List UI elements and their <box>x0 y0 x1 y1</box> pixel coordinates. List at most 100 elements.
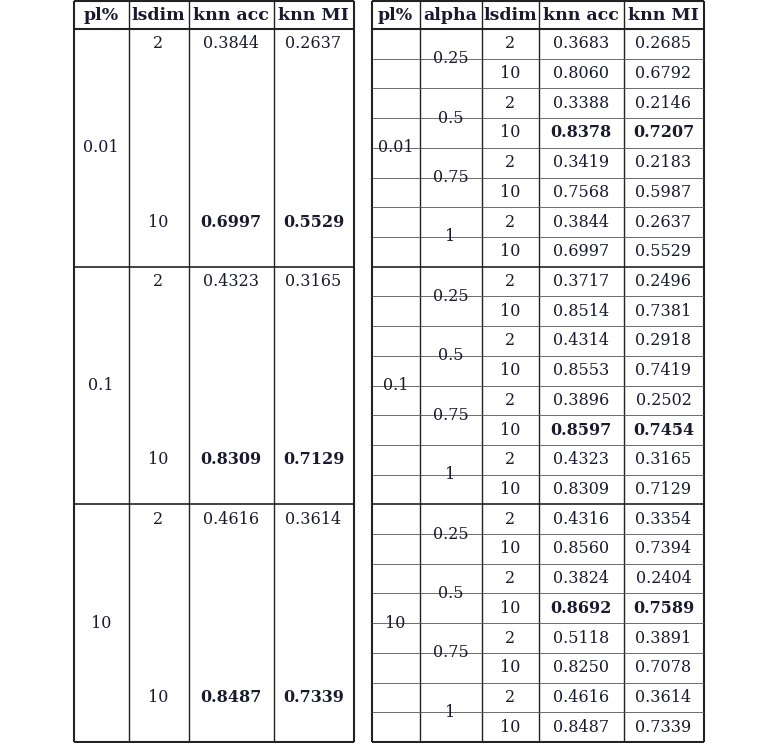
Text: 0.7129: 0.7129 <box>636 481 692 498</box>
Text: 2: 2 <box>505 689 515 706</box>
Text: 2: 2 <box>505 273 515 290</box>
Text: 10: 10 <box>500 125 520 141</box>
Text: 0.3165: 0.3165 <box>285 273 342 290</box>
Text: 0.75: 0.75 <box>433 406 469 424</box>
Text: 0.3896: 0.3896 <box>553 392 609 409</box>
Text: 0.2183: 0.2183 <box>636 155 692 171</box>
Text: 2: 2 <box>505 570 515 587</box>
Text: 0.4616: 0.4616 <box>553 689 609 706</box>
Text: 0.2496: 0.2496 <box>636 273 692 290</box>
Text: 0.7381: 0.7381 <box>636 302 692 319</box>
Text: 0.7394: 0.7394 <box>636 540 692 557</box>
Text: 10: 10 <box>500 243 520 260</box>
Text: 0.2404: 0.2404 <box>636 570 692 587</box>
Text: 0.8553: 0.8553 <box>553 362 609 379</box>
Text: 10: 10 <box>500 421 520 438</box>
Text: 10: 10 <box>500 302 520 319</box>
Text: 0.8060: 0.8060 <box>553 65 609 82</box>
Text: 10: 10 <box>500 718 520 736</box>
Text: 0.6792: 0.6792 <box>636 65 692 82</box>
Text: 0.3388: 0.3388 <box>553 95 609 111</box>
Text: 1: 1 <box>445 704 455 721</box>
Text: 0.3891: 0.3891 <box>636 629 692 646</box>
Text: 0.4323: 0.4323 <box>203 273 259 290</box>
Text: 1: 1 <box>445 228 455 245</box>
Text: 2: 2 <box>505 392 515 409</box>
Text: 0.4316: 0.4316 <box>553 510 609 528</box>
Text: 0.2502: 0.2502 <box>636 392 692 409</box>
Text: 0.75: 0.75 <box>433 169 469 186</box>
Text: 0.7129: 0.7129 <box>283 451 344 468</box>
Text: 0.8378: 0.8378 <box>550 125 611 141</box>
Text: 0.25: 0.25 <box>433 288 469 305</box>
Text: 2: 2 <box>505 451 515 468</box>
Text: 0.3717: 0.3717 <box>553 273 609 290</box>
Text: 10: 10 <box>500 659 520 676</box>
Text: 0.8560: 0.8560 <box>553 540 609 557</box>
Text: 0.7339: 0.7339 <box>636 718 692 736</box>
Text: 0.7454: 0.7454 <box>633 421 694 438</box>
Text: 0.5529: 0.5529 <box>283 213 344 230</box>
Text: 0.5: 0.5 <box>437 585 463 602</box>
Text: 10: 10 <box>500 540 520 557</box>
Text: 0.5987: 0.5987 <box>636 184 692 201</box>
Text: 10: 10 <box>500 184 520 201</box>
Text: 0.8250: 0.8250 <box>553 659 609 676</box>
Text: knn MI: knn MI <box>278 7 349 24</box>
Text: 0.4323: 0.4323 <box>553 451 609 468</box>
Text: 10: 10 <box>148 689 169 706</box>
Text: 0.7589: 0.7589 <box>633 600 694 617</box>
Text: 0.5: 0.5 <box>437 347 463 364</box>
Text: 0.7568: 0.7568 <box>553 184 609 201</box>
Text: 0.8487: 0.8487 <box>200 689 262 706</box>
Text: 0.7207: 0.7207 <box>633 125 694 141</box>
Text: 2: 2 <box>505 95 515 111</box>
Text: 0.4616: 0.4616 <box>203 510 259 528</box>
Text: 0.6997: 0.6997 <box>553 243 609 260</box>
Text: 0.8309: 0.8309 <box>553 481 609 498</box>
Text: 0.3683: 0.3683 <box>553 36 609 52</box>
Text: 2: 2 <box>505 155 515 171</box>
Text: 2: 2 <box>505 36 515 52</box>
Text: 2: 2 <box>505 629 515 646</box>
Text: 0.7339: 0.7339 <box>283 689 344 706</box>
Text: 1: 1 <box>445 466 455 483</box>
Text: pl%: pl% <box>378 7 413 24</box>
Text: knn MI: knn MI <box>628 7 699 24</box>
Text: 2: 2 <box>153 273 164 290</box>
Text: 0.8487: 0.8487 <box>553 718 609 736</box>
Text: 0.4314: 0.4314 <box>553 332 609 349</box>
Text: 10: 10 <box>385 614 406 632</box>
Text: alpha: alpha <box>423 7 477 24</box>
Text: 0.3614: 0.3614 <box>636 689 692 706</box>
Text: 0.3354: 0.3354 <box>636 510 692 528</box>
Text: lsdim: lsdim <box>131 7 185 24</box>
Text: 0.3419: 0.3419 <box>553 155 609 171</box>
Text: 0.2685: 0.2685 <box>636 36 692 52</box>
Text: 0.5529: 0.5529 <box>636 243 692 260</box>
Text: 0.3165: 0.3165 <box>636 451 692 468</box>
Text: 10: 10 <box>500 65 520 82</box>
Text: 0.3844: 0.3844 <box>553 213 609 230</box>
Text: 0.3844: 0.3844 <box>203 36 259 52</box>
Text: 0.75: 0.75 <box>433 644 469 661</box>
Text: 0.8309: 0.8309 <box>200 451 262 468</box>
Text: 0.01: 0.01 <box>83 140 119 156</box>
Text: knn acc: knn acc <box>543 7 619 24</box>
Text: 0.8597: 0.8597 <box>550 421 611 438</box>
Text: 0.8692: 0.8692 <box>550 600 611 617</box>
Text: 10: 10 <box>148 213 169 230</box>
Text: knn acc: knn acc <box>193 7 269 24</box>
Text: 2: 2 <box>153 510 164 528</box>
Text: 0.2637: 0.2637 <box>636 213 692 230</box>
Text: pl%: pl% <box>83 7 119 24</box>
Text: 2: 2 <box>505 213 515 230</box>
Text: 0.1: 0.1 <box>89 377 113 394</box>
Text: 10: 10 <box>500 481 520 498</box>
Text: 2: 2 <box>153 36 164 52</box>
Text: 0.7419: 0.7419 <box>636 362 692 379</box>
Text: 0.2637: 0.2637 <box>285 36 342 52</box>
Text: 0.3824: 0.3824 <box>553 570 609 587</box>
Text: 0.25: 0.25 <box>433 51 469 67</box>
Text: lsdim: lsdim <box>483 7 537 24</box>
